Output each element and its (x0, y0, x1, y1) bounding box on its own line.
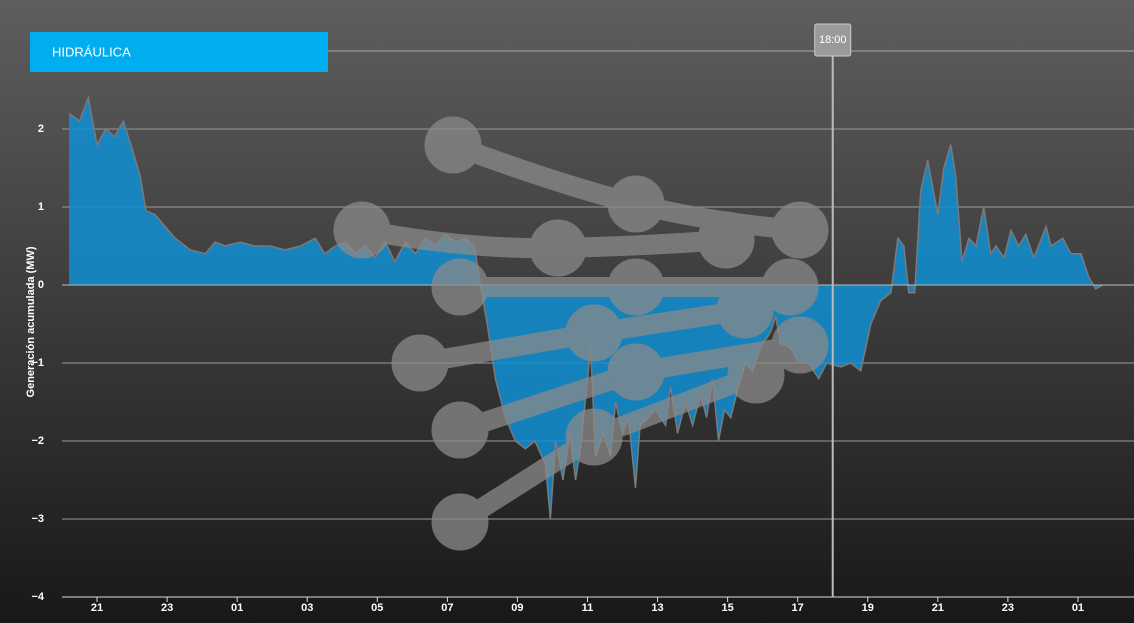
x-tick-label: 17 (792, 602, 804, 614)
x-tick-label: 15 (721, 602, 733, 614)
y-tick-label: −3 (31, 513, 44, 525)
y-tick-label: 1 (38, 201, 44, 213)
x-tick-label: 05 (371, 602, 383, 614)
x-tick-label: 21 (932, 602, 944, 614)
y-tick-label: 0 (38, 279, 44, 291)
y-tick-label: −4 (31, 591, 44, 603)
legend-label: HIDRÁULICA (52, 44, 131, 59)
x-tick-label: 03 (301, 602, 313, 614)
y-tick-label: 2 (38, 123, 44, 135)
y-tick-label: −1 (31, 357, 44, 369)
time-marker-label: 18:00 (819, 34, 847, 46)
x-tick-label: 11 (582, 602, 594, 614)
y-axis-label: Generación acumulada (MW) (25, 246, 37, 397)
x-tick-label: 13 (651, 602, 663, 614)
x-tick-label: 21 (91, 602, 103, 614)
x-tick-label: 19 (862, 602, 874, 614)
y-tick-label: −2 (31, 435, 44, 447)
time-marker-box (814, 23, 852, 57)
x-tick-label: 09 (511, 602, 523, 614)
x-tick-label: 23 (1002, 602, 1014, 614)
x-tick-label: 01 (231, 602, 243, 614)
x-tick-label: 07 (441, 602, 453, 614)
x-tick-label: 23 (161, 602, 173, 614)
x-tick-label: 01 (1072, 602, 1084, 614)
loading-overlay (333, 116, 829, 551)
legend-box (30, 32, 328, 72)
area-line (68, 95, 1104, 520)
